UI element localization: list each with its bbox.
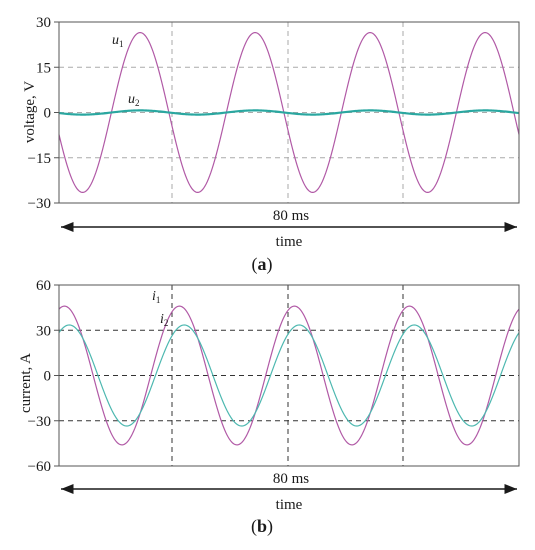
voltage-y-axis-label: voltage, V bbox=[22, 81, 38, 143]
panel-label-b: (b) bbox=[251, 516, 273, 537]
voltage-y-tick-label: −15 bbox=[28, 151, 51, 167]
series-label-u1-name: u bbox=[112, 33, 119, 48]
series-label-u2-sub: 2 bbox=[135, 98, 140, 108]
voltage-series-u1 bbox=[58, 31, 520, 194]
series-label-i1-sub: 1 bbox=[156, 295, 161, 305]
voltage-y-ticks: −30 −15 0 15 30 bbox=[28, 15, 59, 212]
current-span-label: 80 ms bbox=[273, 471, 309, 487]
series-label-u2: u2 bbox=[128, 92, 140, 108]
voltage-series-u2 bbox=[58, 109, 520, 116]
current-y-tick-label: 0 bbox=[44, 369, 52, 385]
voltage-x-axis-label: time bbox=[276, 234, 303, 250]
current-y-tick-label: −60 bbox=[28, 459, 51, 475]
series-label-i2-name: i bbox=[160, 312, 164, 327]
series-label-i1-name: i bbox=[152, 289, 156, 304]
series-label-i2-sub: 2 bbox=[164, 318, 169, 328]
current-series-i2 bbox=[58, 324, 520, 427]
voltage-span-label: 80 ms bbox=[273, 208, 309, 224]
panel-label-b-letter: b bbox=[257, 516, 267, 536]
voltage-y-tick-label: 0 bbox=[44, 106, 52, 122]
series-label-u1: u1 bbox=[112, 33, 124, 49]
voltage-y-tick-label: 30 bbox=[36, 15, 51, 31]
series-label-u2-name: u bbox=[128, 92, 135, 107]
current-y-ticks: −60 −30 0 30 60 bbox=[28, 278, 59, 475]
current-y-tick-label: 60 bbox=[36, 278, 51, 294]
current-series-i1 bbox=[58, 305, 520, 446]
series-label-i2: i2 bbox=[160, 312, 168, 328]
current-x-axis-label: time bbox=[276, 497, 303, 513]
current-y-tick-label: 30 bbox=[36, 323, 51, 339]
panel-label-a: (a) bbox=[252, 254, 273, 275]
current-grid bbox=[59, 285, 519, 466]
current-series bbox=[58, 305, 520, 446]
current-y-tick-label: −30 bbox=[28, 414, 51, 430]
panel-label-a-letter: a bbox=[258, 254, 267, 274]
voltage-y-tick-label: 15 bbox=[36, 60, 51, 76]
voltage-series bbox=[58, 31, 520, 194]
series-label-u1-sub: 1 bbox=[119, 39, 124, 49]
series-label-i1: i1 bbox=[152, 289, 160, 305]
voltage-y-tick-label: −30 bbox=[28, 196, 51, 212]
current-y-axis-label: current, A bbox=[18, 353, 34, 413]
